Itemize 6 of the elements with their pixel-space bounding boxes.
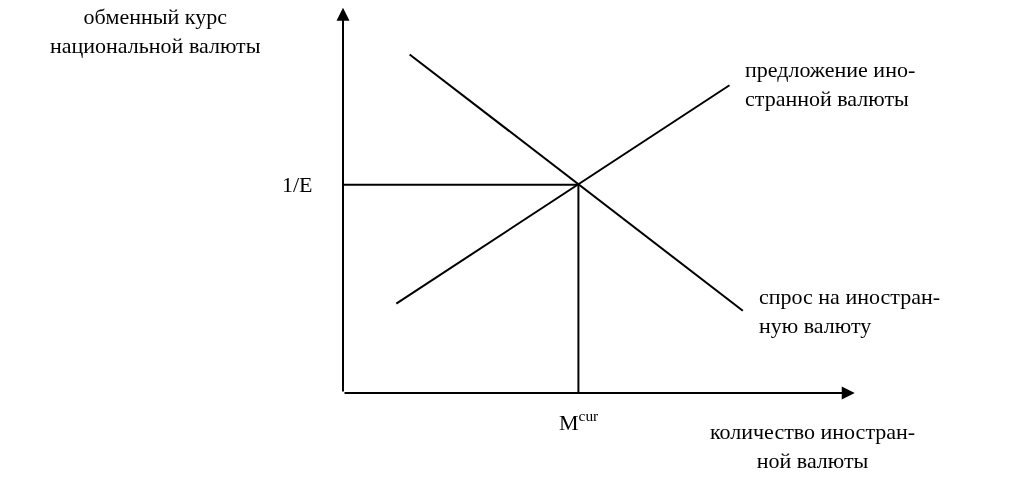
x-axis-title: количество иностран- ной валюты [710, 419, 916, 473]
series-label: спрос на иностран- ную валюту [759, 284, 940, 338]
ref-line-label: 1/E [282, 172, 313, 197]
y-axis-title: обменный курс национальной валюты [50, 4, 261, 58]
series-label: предложение ино- странной валюты [745, 57, 916, 111]
text: M$^{cur}$ [559, 407, 599, 436]
